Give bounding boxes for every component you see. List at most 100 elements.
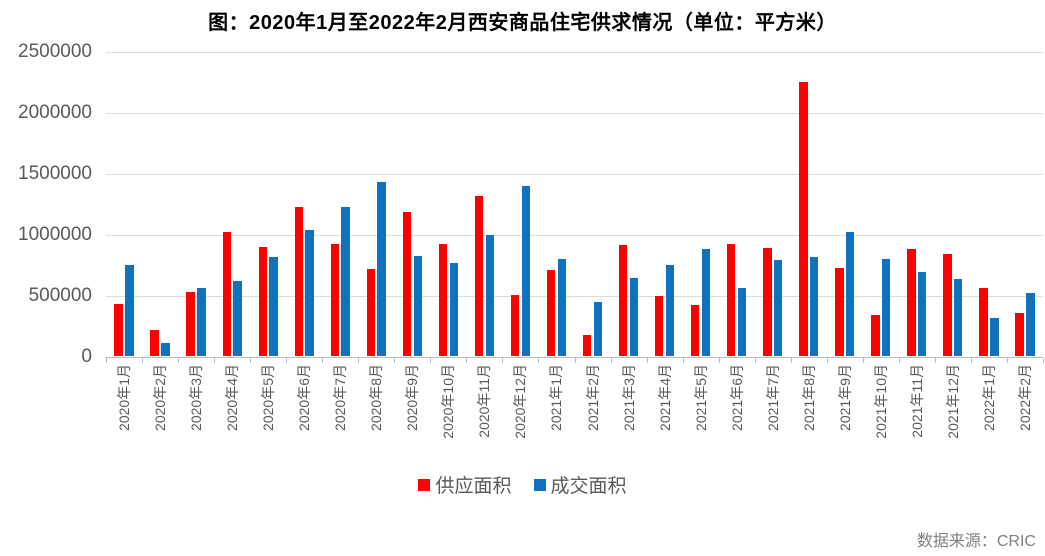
deal-bar [125, 265, 134, 357]
supply-bar [186, 291, 195, 357]
x-axis-tick [574, 357, 576, 363]
gridline [106, 173, 1043, 175]
supply-bar [510, 294, 520, 357]
x-axis-tick [826, 357, 828, 363]
deal-bar [773, 260, 783, 357]
supply-bar [114, 304, 123, 357]
x-tick-label: 2020年10月 [440, 364, 457, 439]
deal-bar [990, 318, 999, 357]
gridline [106, 112, 1043, 114]
supply-bar [727, 244, 736, 357]
deal-bar [845, 232, 855, 357]
x-axis-tick [214, 357, 216, 363]
x-tick-label: 2021年5月 [692, 364, 709, 431]
deal-bar [557, 259, 567, 357]
deal-bar [1026, 292, 1035, 357]
deal-bar [593, 301, 603, 357]
x-axis-tick [106, 357, 107, 363]
y-tick-label: 2000000 [18, 101, 92, 123]
x-tick-label: 2020年8月 [368, 364, 385, 431]
supply-swatch [418, 478, 431, 491]
supply-bar [871, 315, 880, 357]
x-axis-tick [718, 357, 720, 363]
x-axis-tick [178, 357, 180, 363]
deal-bar [954, 278, 963, 357]
x-axis-tick [790, 357, 792, 363]
x-axis-tick [1006, 357, 1008, 363]
x-axis-tick [1043, 357, 1044, 363]
deal-bar [882, 259, 891, 357]
gridline [106, 295, 1043, 297]
data-source-label: 数据来源：CRIC [916, 533, 1036, 550]
x-tick-label: 2020年6月 [296, 364, 313, 431]
x-axis-tick [466, 357, 468, 363]
x-axis-tick [862, 357, 864, 363]
x-tick-label: 2021年10月 [872, 364, 889, 439]
x-axis-tick [502, 357, 504, 363]
supply-bar [979, 287, 988, 357]
x-axis-tick [430, 357, 432, 363]
y-tick-label: 500000 [28, 284, 92, 306]
legend-item-supply: 供应面积 [418, 471, 512, 498]
deal-bar [197, 288, 206, 357]
supply-bar [150, 329, 159, 357]
x-tick-label: 2020年1月 [116, 364, 133, 431]
supply-bar [366, 268, 376, 357]
x-axis-tick [646, 357, 648, 363]
supply-bar [691, 305, 700, 357]
x-axis-tick [754, 357, 756, 363]
deal-bar [269, 256, 278, 357]
x-tick-label: 2021年9月 [836, 364, 853, 431]
legend-label: 成交面积 [550, 476, 627, 497]
y-tick-label: 1000000 [18, 223, 92, 245]
x-axis-line [106, 356, 1043, 358]
supply-bar [763, 248, 772, 357]
gridline [106, 234, 1043, 236]
deal-bar [521, 185, 531, 357]
supply-bar [294, 206, 303, 357]
x-tick-label: 2021年6月 [728, 364, 745, 431]
x-tick-label: 2021年12月 [944, 364, 961, 439]
legend-item-deal: 成交面积 [533, 471, 627, 498]
x-tick-label: 2020年9月 [404, 364, 421, 431]
deal-bar [665, 265, 675, 357]
x-tick-label: 2021年3月 [620, 364, 637, 431]
x-tick-label: 2021年4月 [656, 364, 673, 431]
supply-bar [943, 253, 952, 357]
x-tick-label: 2021年11月 [908, 364, 925, 438]
x-tick-label: 2021年8月 [800, 364, 817, 431]
x-axis-tick [610, 357, 612, 363]
y-tick-label: 0 [81, 345, 92, 367]
deal-bar [629, 277, 639, 357]
supply-bar [438, 243, 448, 357]
supply-bar [222, 232, 231, 357]
supply-bar [474, 196, 484, 357]
x-tick-label: 2020年4月 [224, 364, 241, 431]
y-tick-label: 1500000 [18, 162, 92, 184]
deal-bar [701, 249, 711, 357]
x-axis-tick [250, 357, 252, 363]
x-axis-tick [934, 357, 936, 363]
x-tick-label: 2020年11月 [476, 364, 493, 438]
supply-bar [258, 246, 267, 357]
x-axis-tick [358, 357, 360, 363]
supply-bar [799, 82, 808, 357]
supply-bar [582, 334, 592, 357]
x-axis-tick [682, 357, 684, 363]
x-tick-label: 2020年5月 [260, 364, 277, 431]
x-tick-label: 2020年2月 [152, 364, 169, 431]
x-axis-tick [970, 357, 972, 363]
deal-bar [377, 182, 386, 357]
x-tick-label: 2020年3月 [188, 364, 205, 431]
x-axis-tick [394, 357, 396, 363]
deal-bar [737, 287, 747, 357]
chart-legend: 供应面积 成交面积 [0, 471, 1045, 498]
legend-label: 供应面积 [435, 476, 512, 497]
x-axis-tick [538, 357, 540, 363]
y-tick-label: 2500000 [18, 41, 92, 62]
supply-bar [618, 245, 628, 357]
x-tick-label: 2022年2月 [1016, 364, 1033, 431]
deal-bar [918, 272, 927, 357]
x-tick-label: 2022年1月 [980, 364, 997, 431]
